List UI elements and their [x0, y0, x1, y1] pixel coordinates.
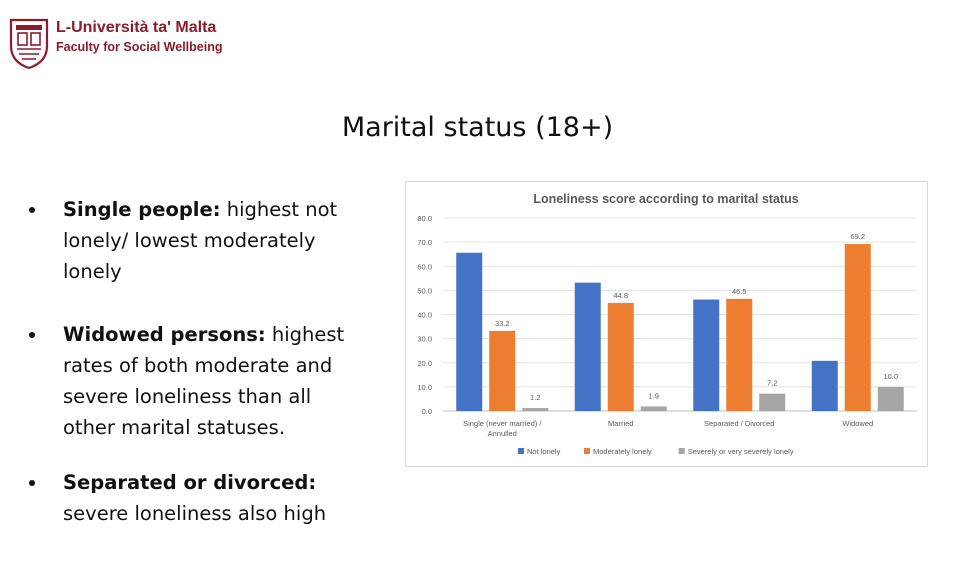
y-tick-label: 20.0: [417, 359, 432, 368]
legend-label: Moderately lonely: [593, 447, 652, 456]
y-tick-label: 10.0: [417, 383, 432, 392]
bullet-dot-icon: [29, 332, 35, 338]
data-label: 33.2: [495, 319, 510, 328]
bar: [693, 299, 720, 411]
bullet-dot-icon: [29, 207, 35, 213]
x-tick-label: Single (never married) /: [463, 419, 542, 428]
bullet-widowed: Widowed persons: highest rates of both m…: [26, 319, 366, 443]
x-tick-label: Married: [608, 419, 633, 428]
loneliness-chart: Loneliness score according to marital st…: [405, 181, 928, 467]
bullet-lead: Separated or divorced:: [63, 471, 317, 494]
bullet-lead: Single people:: [63, 198, 221, 221]
data-label: 46.5: [732, 287, 747, 296]
bar: [489, 330, 516, 411]
bar: [877, 386, 904, 411]
bullet-text: severe loneliness also high: [63, 502, 327, 525]
bullet-list: Single people: highest not lonely/ lowes…: [26, 194, 366, 561]
x-tick-label: Widowed: [842, 419, 873, 428]
faculty-name: Faculty for Social Wellbeing: [56, 40, 223, 54]
bullet-dot-icon: [29, 480, 35, 486]
bullet-separated: Separated or divorced: severe loneliness…: [26, 467, 366, 529]
bullet-single: Single people: highest not lonely/ lowes…: [26, 194, 366, 287]
y-tick-label: 50.0: [417, 286, 432, 295]
y-tick-label: 80.0: [417, 214, 432, 223]
data-label: 1.9: [649, 391, 659, 400]
x-tick-label: Separated / Divorced: [704, 419, 774, 428]
legend-swatch: [518, 448, 524, 454]
university-crest-icon: [9, 18, 49, 70]
bar: [844, 244, 871, 411]
bar: [811, 360, 838, 411]
bar: [522, 408, 549, 411]
data-label: 1.2: [530, 393, 540, 402]
university-logo: L-Università ta' Malta Faculty for Socia…: [8, 16, 222, 72]
x-tick-label: Annulled: [488, 429, 517, 438]
bar: [456, 252, 483, 411]
bar: [574, 282, 601, 411]
bar: [759, 393, 786, 411]
data-label: 10.0: [883, 372, 898, 381]
data-label: 7.2: [767, 379, 777, 388]
legend-swatch: [584, 448, 590, 454]
bar: [607, 302, 634, 411]
bar: [640, 406, 667, 411]
legend-label: Not lonely: [527, 447, 561, 456]
y-tick-label: 70.0: [417, 238, 432, 247]
chart-svg: Loneliness score according to marital st…: [417, 192, 917, 456]
legend-swatch: [678, 448, 685, 454]
university-name: L-Università ta' Malta: [56, 19, 217, 36]
slide-title: Marital status (18+): [341, 112, 614, 143]
y-tick-label: 30.0: [417, 335, 432, 344]
bullet-text: highest rates of both moderate and sever…: [63, 323, 345, 439]
bullet-lead: Widowed persons:: [63, 323, 266, 346]
y-tick-label: 0.0: [422, 407, 432, 416]
bar: [726, 298, 753, 411]
bullet-text: highest not lonely/ lowest moderately lo…: [63, 198, 338, 283]
data-label: 44.8: [613, 291, 628, 300]
chart-title: Loneliness score according to marital st…: [533, 192, 798, 206]
data-label: 69.2: [850, 232, 865, 241]
y-tick-label: 40.0: [417, 311, 432, 320]
legend-label: Severely or very severely lonely: [688, 447, 794, 456]
y-tick-label: 60.0: [417, 262, 432, 271]
